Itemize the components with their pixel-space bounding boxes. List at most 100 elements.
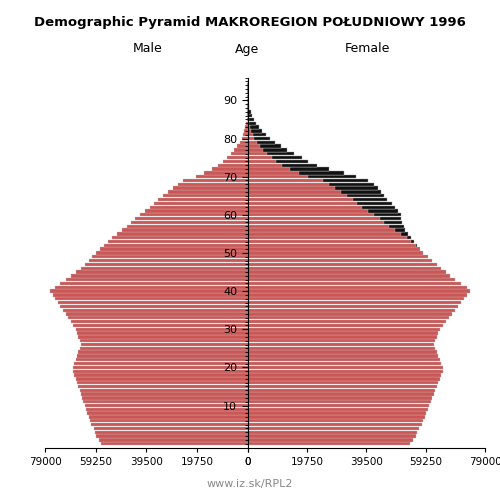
Bar	[248, 118, 254, 121]
Bar	[92, 255, 248, 258]
Bar	[248, 324, 443, 327]
Bar	[248, 171, 344, 174]
Bar	[56, 286, 248, 289]
Bar	[78, 335, 247, 338]
Bar	[248, 366, 443, 369]
Bar	[248, 118, 254, 121]
Bar	[248, 259, 432, 262]
Bar	[248, 404, 430, 407]
Bar	[248, 194, 384, 198]
Bar	[248, 266, 442, 270]
Bar	[248, 316, 449, 320]
Bar	[248, 240, 414, 243]
Bar	[340, 190, 382, 194]
Bar	[77, 354, 247, 358]
Bar	[248, 129, 262, 132]
Bar	[84, 400, 247, 404]
Bar	[134, 217, 248, 220]
Bar	[82, 396, 247, 400]
Bar	[248, 362, 442, 366]
Bar	[173, 186, 248, 190]
Bar	[248, 202, 392, 205]
Bar	[248, 140, 274, 144]
Bar	[76, 377, 248, 380]
Bar	[88, 412, 248, 415]
Bar	[248, 396, 432, 400]
Bar	[249, 122, 256, 125]
Bar	[248, 308, 455, 312]
Text: Male: Male	[132, 42, 162, 56]
Bar	[63, 308, 248, 312]
Bar	[257, 140, 274, 144]
Bar	[282, 164, 316, 167]
Bar	[76, 328, 248, 331]
Bar	[131, 221, 248, 224]
Bar	[60, 304, 248, 308]
Bar	[154, 202, 248, 205]
Bar	[384, 221, 402, 224]
Bar	[248, 224, 404, 228]
Bar	[254, 137, 270, 140]
Bar	[50, 290, 248, 293]
Bar	[416, 244, 418, 247]
Bar	[412, 240, 414, 243]
Bar	[243, 133, 248, 136]
Bar	[328, 182, 374, 186]
Bar	[168, 190, 248, 194]
Bar	[248, 190, 382, 194]
Bar	[308, 175, 356, 178]
Bar	[84, 262, 247, 266]
Bar	[248, 354, 438, 358]
Bar	[66, 278, 248, 281]
Bar	[91, 423, 248, 426]
Bar	[334, 186, 378, 190]
Bar	[272, 156, 302, 160]
Bar	[248, 137, 270, 140]
Bar	[248, 297, 464, 300]
Bar	[248, 377, 440, 380]
Bar	[248, 168, 328, 170]
Bar	[248, 156, 302, 160]
Bar	[237, 144, 248, 148]
Bar	[223, 160, 248, 163]
Bar	[248, 278, 455, 281]
Bar	[260, 144, 280, 148]
Bar	[242, 137, 248, 140]
Bar	[248, 286, 467, 289]
Bar	[227, 156, 248, 160]
Bar	[234, 148, 247, 152]
Bar	[248, 186, 378, 190]
Bar	[346, 194, 385, 198]
Bar	[212, 168, 248, 170]
Bar	[247, 114, 248, 117]
Bar	[248, 106, 250, 110]
Bar	[248, 343, 434, 346]
Bar	[88, 259, 248, 262]
Bar	[244, 129, 248, 132]
Bar	[248, 434, 416, 438]
Bar	[248, 282, 461, 285]
Bar	[248, 400, 431, 404]
Bar	[248, 148, 286, 152]
Bar	[248, 114, 252, 117]
Bar	[248, 430, 418, 434]
Bar	[52, 293, 248, 296]
Bar	[248, 164, 316, 167]
Bar	[184, 179, 248, 182]
Bar	[290, 168, 329, 170]
Bar	[248, 110, 250, 114]
Bar	[104, 244, 248, 247]
Bar	[248, 252, 424, 254]
Bar	[248, 106, 250, 110]
Bar	[56, 297, 248, 300]
Bar	[240, 140, 248, 144]
Bar	[231, 152, 248, 156]
Bar	[90, 419, 248, 422]
Bar	[246, 126, 248, 129]
Bar	[80, 339, 247, 342]
Bar	[94, 426, 248, 430]
Bar	[112, 236, 248, 240]
Bar	[81, 343, 247, 346]
Bar	[60, 282, 248, 285]
Bar	[248, 179, 368, 182]
